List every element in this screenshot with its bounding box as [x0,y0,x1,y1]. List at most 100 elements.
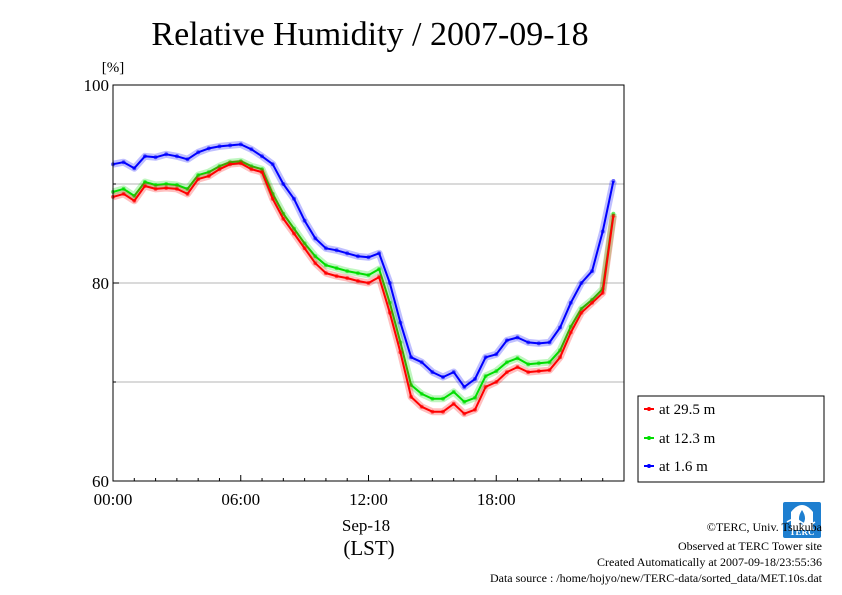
data-point [153,186,158,191]
data-point [249,167,254,172]
y-axis: 60 80 100 [84,76,119,491]
data-point [132,198,137,203]
data-point [292,231,296,236]
y-tick-label: 60 [92,472,109,491]
data-point [132,166,137,171]
data-point [121,160,126,165]
data-point [494,380,499,384]
legend-label: at 29.5 m [659,402,716,418]
series-0 [111,159,617,418]
data-point [558,355,563,360]
data-point [132,193,137,198]
data-point [547,368,552,373]
data-point [483,355,488,360]
data-point [313,261,318,266]
x-axis: 00:00 06:00 12:00 18:00 [94,475,604,509]
data-point [366,255,371,260]
footer-source: Data source : /home/hojyo/new/TERC-data/… [490,571,823,585]
data-point [270,196,275,201]
data-point [462,399,467,404]
data-point [174,154,179,159]
data-point [398,350,403,355]
data-point [515,335,520,340]
series-2 [111,140,617,391]
legend-item: at 29.5 m [644,402,716,418]
data-point [590,269,595,274]
data-point [260,154,264,159]
data-point [600,229,605,234]
legend: at 29.5 m at 12.3 m at 1.6 m [637,395,825,483]
data-point [409,355,414,360]
data-point [600,290,605,295]
data-point [217,164,222,169]
data-point [355,271,360,276]
data-point [430,370,435,375]
data-point [355,279,360,283]
data-point [579,310,584,315]
data-point [292,226,296,231]
data-point [441,409,445,414]
data-point [366,273,371,278]
data-point [323,246,328,251]
data-point [387,300,392,305]
data-point [142,180,147,184]
data-point [504,360,509,365]
data-point [238,161,243,166]
data-point [515,365,520,370]
x-date-label: Sep-18 [342,516,390,535]
data-point [409,383,414,387]
data-point [249,164,254,169]
data-point [217,144,222,149]
data-point [441,375,445,380]
data-point [345,276,350,281]
data-point [196,177,201,182]
data-point [536,369,541,374]
data-point [355,254,360,259]
data-point [387,310,392,315]
legend-marker [647,464,651,468]
data-point [611,179,616,183]
x-tick-label: 06:00 [221,490,260,509]
data-point [536,361,541,366]
x-tick-label: 12:00 [349,490,388,509]
data-point [526,340,531,345]
data-point [281,216,286,221]
y-unit-label: [%] [102,60,125,76]
data-point [568,300,573,305]
data-point [164,152,169,157]
data-point [377,251,382,256]
legend-label: at 12.3 m [659,431,716,447]
x-axis-label: (LST) [343,536,394,560]
data-point [334,266,339,271]
data-point [302,246,307,251]
data-point [206,170,211,175]
data-point [547,360,552,365]
data-point [451,370,456,375]
data-point [345,269,350,274]
x-tick-label: 00:00 [94,490,133,509]
legend-label: at 1.6 m [659,459,708,475]
data-point [323,263,328,268]
data-point [387,281,392,285]
data-point [366,281,371,285]
legend-item: at 12.3 m [644,431,716,447]
data-point [260,167,264,172]
data-point [558,348,563,353]
data-point [196,173,201,178]
y-tick-label: 80 [92,274,109,293]
data-point [430,396,435,401]
chart-title: Relative Humidity / 2007-09-18 [151,16,588,53]
data-point [206,146,211,151]
data-point [398,340,403,345]
terc-logo: TERC [783,502,821,538]
x-tick-label: 18:00 [477,490,516,509]
data-point [238,142,243,147]
data-point [579,306,584,311]
data-point [142,154,147,159]
data-point [526,362,531,367]
data-point [228,143,233,148]
data-point [473,377,477,381]
data-point [313,254,318,259]
data-point [462,384,467,389]
logo-text: TERC [789,527,814,537]
